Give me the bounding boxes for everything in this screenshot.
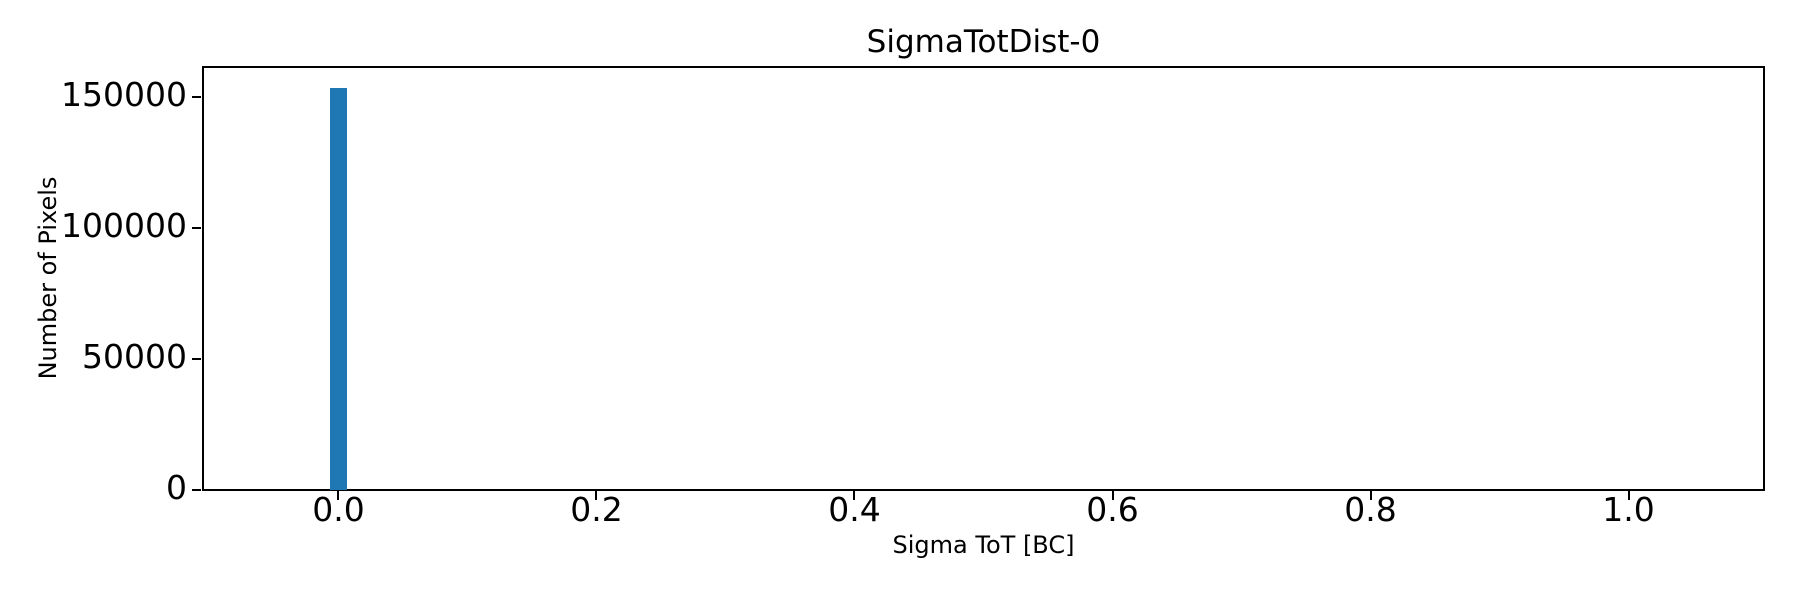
x-tick-mark: [1111, 491, 1114, 500]
x-tick-mark: [337, 491, 340, 500]
plot-area: [202, 66, 1765, 491]
y-tick-mark: [192, 227, 201, 230]
y-tick-mark: [192, 489, 201, 491]
x-tick-mark: [595, 491, 598, 500]
x-tick-label: 0.0: [312, 490, 365, 529]
y-tick-mark: [192, 96, 201, 99]
y-tick-label: 50000: [82, 337, 187, 377]
x-tick-mark: [853, 491, 856, 500]
histogram-bar: [330, 88, 347, 490]
x-tick-mark: [1369, 491, 1372, 500]
chart-title: SigmaTotDist-0: [866, 24, 1101, 60]
y-tick-mark: [192, 358, 201, 361]
x-tick-mark: [1627, 491, 1630, 500]
y-tick-label: 100000: [61, 206, 187, 246]
x-tick-label: 1.0: [1602, 490, 1655, 529]
x-tick-label: 0.6: [1086, 490, 1139, 529]
x-tick-label: 0.4: [828, 490, 881, 529]
x-tick-label: 0.2: [570, 490, 623, 529]
x-tick-label: 0.8: [1344, 490, 1397, 529]
y-tick-label: 0: [166, 468, 187, 507]
x-axis-label: Sigma ToT [BC]: [892, 531, 1075, 559]
y-tick-label: 150000: [61, 75, 187, 115]
